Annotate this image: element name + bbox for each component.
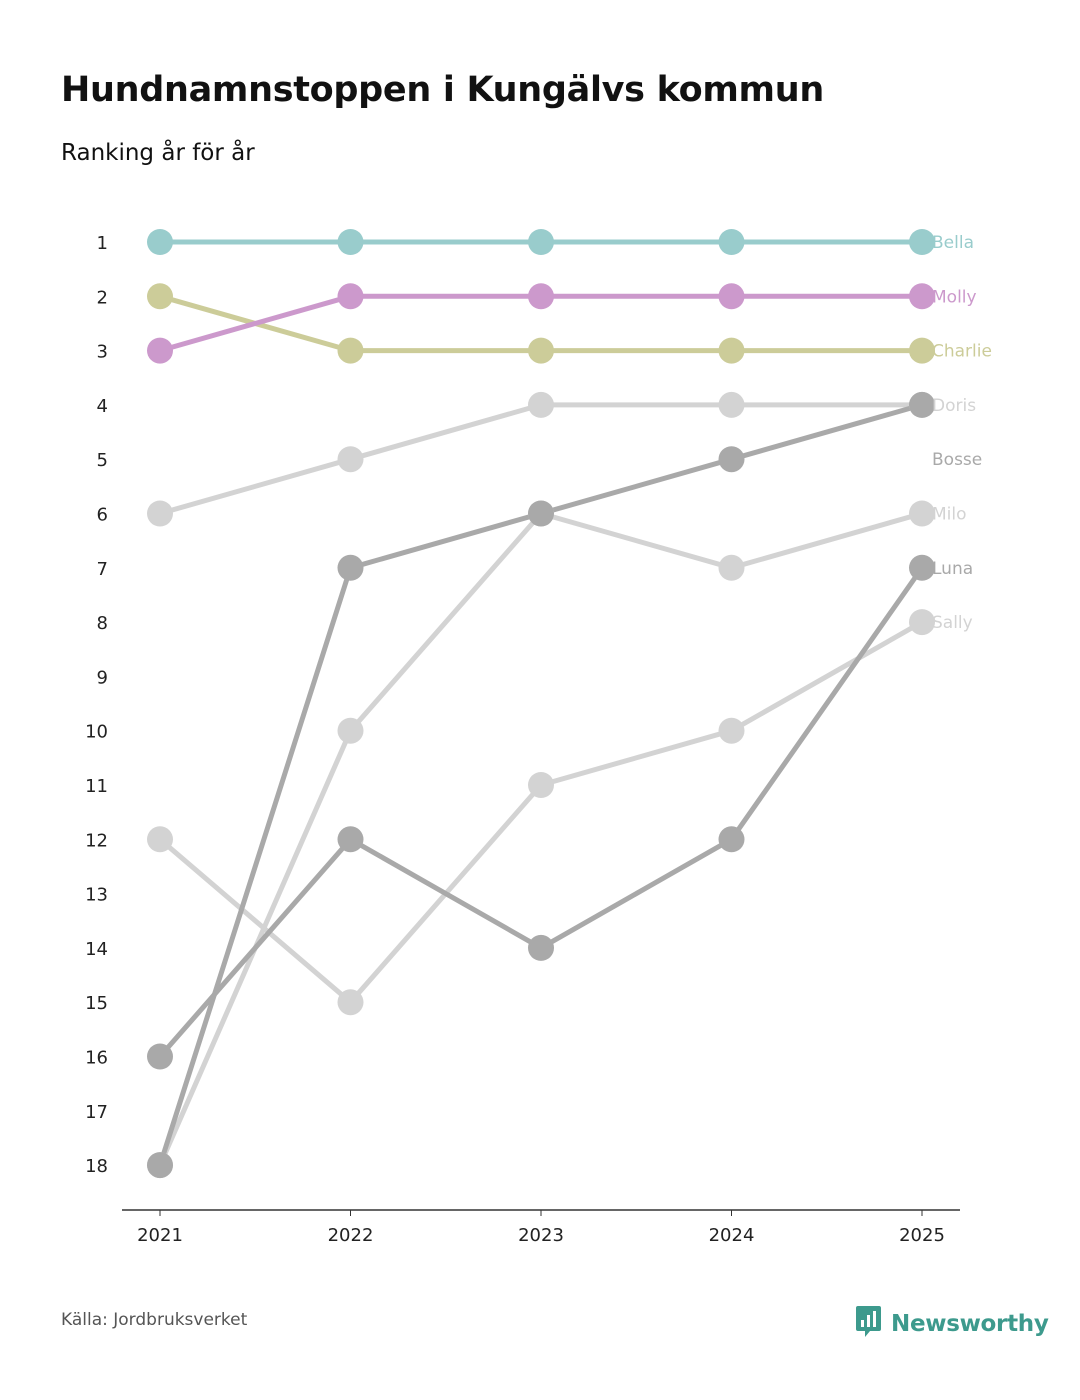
end-label-molly: Molly [932, 287, 977, 307]
y-tick-label: 10 [85, 722, 108, 743]
data-point-luna [338, 826, 364, 852]
data-point-sally [338, 718, 364, 744]
data-point-molly [147, 338, 173, 364]
series-points [147, 229, 935, 1178]
data-point-molly [338, 283, 364, 309]
y-tick-label: 3 [97, 342, 108, 363]
series-lines [160, 242, 922, 1165]
data-point-doris [528, 392, 554, 418]
brand-name: Newsworthy [891, 1311, 1049, 1337]
data-point-luna [147, 1044, 173, 1070]
data-point-bella [528, 229, 554, 255]
data-point-bosse [338, 555, 364, 581]
series-line-doris [160, 405, 922, 514]
y-tick-label: 14 [85, 939, 108, 960]
y-tick-label: 8 [97, 613, 108, 634]
data-point-milo [147, 826, 173, 852]
x-tick-label: 2024 [709, 1225, 755, 1246]
data-point-charlie [338, 338, 364, 364]
data-point-charlie [147, 283, 173, 309]
data-point-sally [719, 555, 745, 581]
y-tick-label: 2 [97, 287, 108, 308]
series-line-sally [160, 514, 922, 1166]
y-tick-label: 17 [85, 1102, 108, 1123]
x-tick-label: 2025 [899, 1225, 945, 1246]
x-axis-ticks: 2021 2022 2023 2024 2025 [137, 1210, 945, 1246]
y-tick-label: 13 [85, 885, 108, 906]
y-tick-label: 4 [97, 396, 108, 417]
end-labels: Bella Molly Charlie Doris Bosse Milo Luna Sally [932, 233, 992, 633]
bump-chart: 123456789101112131415161718 BellaMollyCh… [0, 0, 1080, 1400]
y-tick-label: 7 [97, 559, 108, 580]
data-point-molly [719, 283, 745, 309]
data-point-bosse [528, 501, 554, 527]
data-point-molly [528, 283, 554, 309]
y-tick-label: 5 [97, 450, 108, 471]
y-tick-label: 1 [97, 233, 108, 254]
end-label-doris: Doris [932, 396, 976, 416]
y-tick-label: 16 [85, 1048, 108, 1069]
end-label-bella: Bella [932, 233, 974, 253]
data-point-bosse [719, 446, 745, 472]
data-point-luna [528, 935, 554, 961]
x-tick-label: 2021 [137, 1225, 183, 1246]
data-point-charlie [719, 338, 745, 364]
data-point-bella [338, 229, 364, 255]
data-point-bella [147, 229, 173, 255]
y-tick-label: 18 [85, 1156, 108, 1177]
data-point-milo [719, 718, 745, 744]
end-label-charlie: Charlie [932, 342, 992, 362]
source-note: Källa: Jordbruksverket [61, 1310, 247, 1330]
y-tick-label: 6 [97, 505, 108, 526]
data-point-doris [338, 446, 364, 472]
data-point-bosse [147, 1152, 173, 1178]
data-point-doris [147, 501, 173, 527]
y-tick-label: 9 [97, 667, 108, 688]
data-point-luna [719, 826, 745, 852]
data-point-milo [338, 989, 364, 1015]
end-label-milo: Milo [932, 505, 967, 525]
y-tick-label: 11 [85, 776, 108, 797]
data-point-milo [528, 772, 554, 798]
y-tick-label: 12 [85, 830, 108, 851]
y-tick-label: 15 [85, 993, 108, 1014]
data-point-charlie [528, 338, 554, 364]
end-label-sally: Sally [932, 613, 973, 633]
data-point-bella [719, 229, 745, 255]
x-tick-label: 2022 [328, 1225, 374, 1246]
brand: Newsworthy [855, 1305, 1049, 1342]
x-tick-label: 2023 [518, 1225, 564, 1246]
newsworthy-logo-icon [855, 1305, 882, 1342]
end-label-luna: Luna [932, 559, 973, 579]
end-label-bosse: Bosse [932, 450, 982, 470]
data-point-doris [719, 392, 745, 418]
